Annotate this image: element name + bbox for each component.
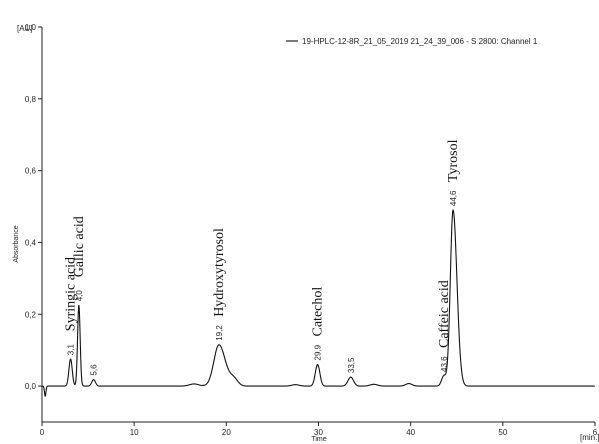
- compound-label: Catechol: [311, 287, 326, 337]
- compound-label: Hydroxytyrosol: [212, 228, 227, 317]
- x-tick-label: 10: [130, 428, 139, 437]
- peak-labels: 3,1 4,0 5,6 19,2 29,9 33,5 43,6 44,6: [67, 190, 459, 376]
- y-tick-label: 0,2: [25, 310, 37, 319]
- x-tick-label: 50: [498, 428, 507, 437]
- y-tick-label: 0,4: [25, 238, 37, 247]
- peak-time-label: 3,1: [67, 344, 76, 356]
- y-axis-unit: [AU]: [17, 24, 33, 33]
- y-tick-label: 1,0: [25, 23, 37, 32]
- y-tick-label: 0,6: [25, 167, 37, 176]
- y-tick-label: 0,8: [25, 95, 37, 104]
- x-tick-label: 30: [314, 428, 323, 437]
- peak-time-label: 43,6: [440, 356, 449, 372]
- y-axis-ticks: 0,0 0,2 0,4 0,6 0,8 1,0: [25, 23, 42, 391]
- x-tick-label: 0: [40, 428, 45, 437]
- x-axis-ticks: 0 10 20 30 40 50 6: [40, 422, 598, 437]
- chromatogram-trace: [42, 209, 595, 397]
- x-tick-label: 20: [222, 428, 231, 437]
- x-tick-label: 6: [593, 428, 598, 437]
- y-tick-label: 0,0: [25, 382, 37, 391]
- x-axis-unit: [min.]: [580, 433, 599, 442]
- axes: [41, 27, 595, 423]
- compound-label: Caffeic acid: [437, 280, 452, 348]
- peak-time-label: 44,6: [449, 190, 458, 206]
- legend: 19-HPLC-12-8R_21_05_2019 21_24_39_006 - …: [286, 37, 538, 46]
- x-axis-label: Time: [311, 436, 326, 443]
- compound-label: Syringic acid: [64, 257, 79, 331]
- legend-entry: 19-HPLC-12-8R_21_05_2019 21_24_39_006 - …: [302, 37, 538, 46]
- peak-time-label: 19,2: [215, 325, 224, 341]
- x-tick-label: 40: [406, 428, 415, 437]
- compound-label: Gallic acid: [72, 216, 87, 277]
- peak-time-label: 33,5: [347, 357, 356, 373]
- peak-time-label: 29,9: [314, 344, 323, 360]
- peak-time-label: 5,6: [90, 364, 99, 376]
- peak-time-label: 4,0: [75, 290, 84, 302]
- compound-label: Tyrosol: [446, 139, 461, 182]
- y-axis-label: Absorbance: [13, 225, 20, 262]
